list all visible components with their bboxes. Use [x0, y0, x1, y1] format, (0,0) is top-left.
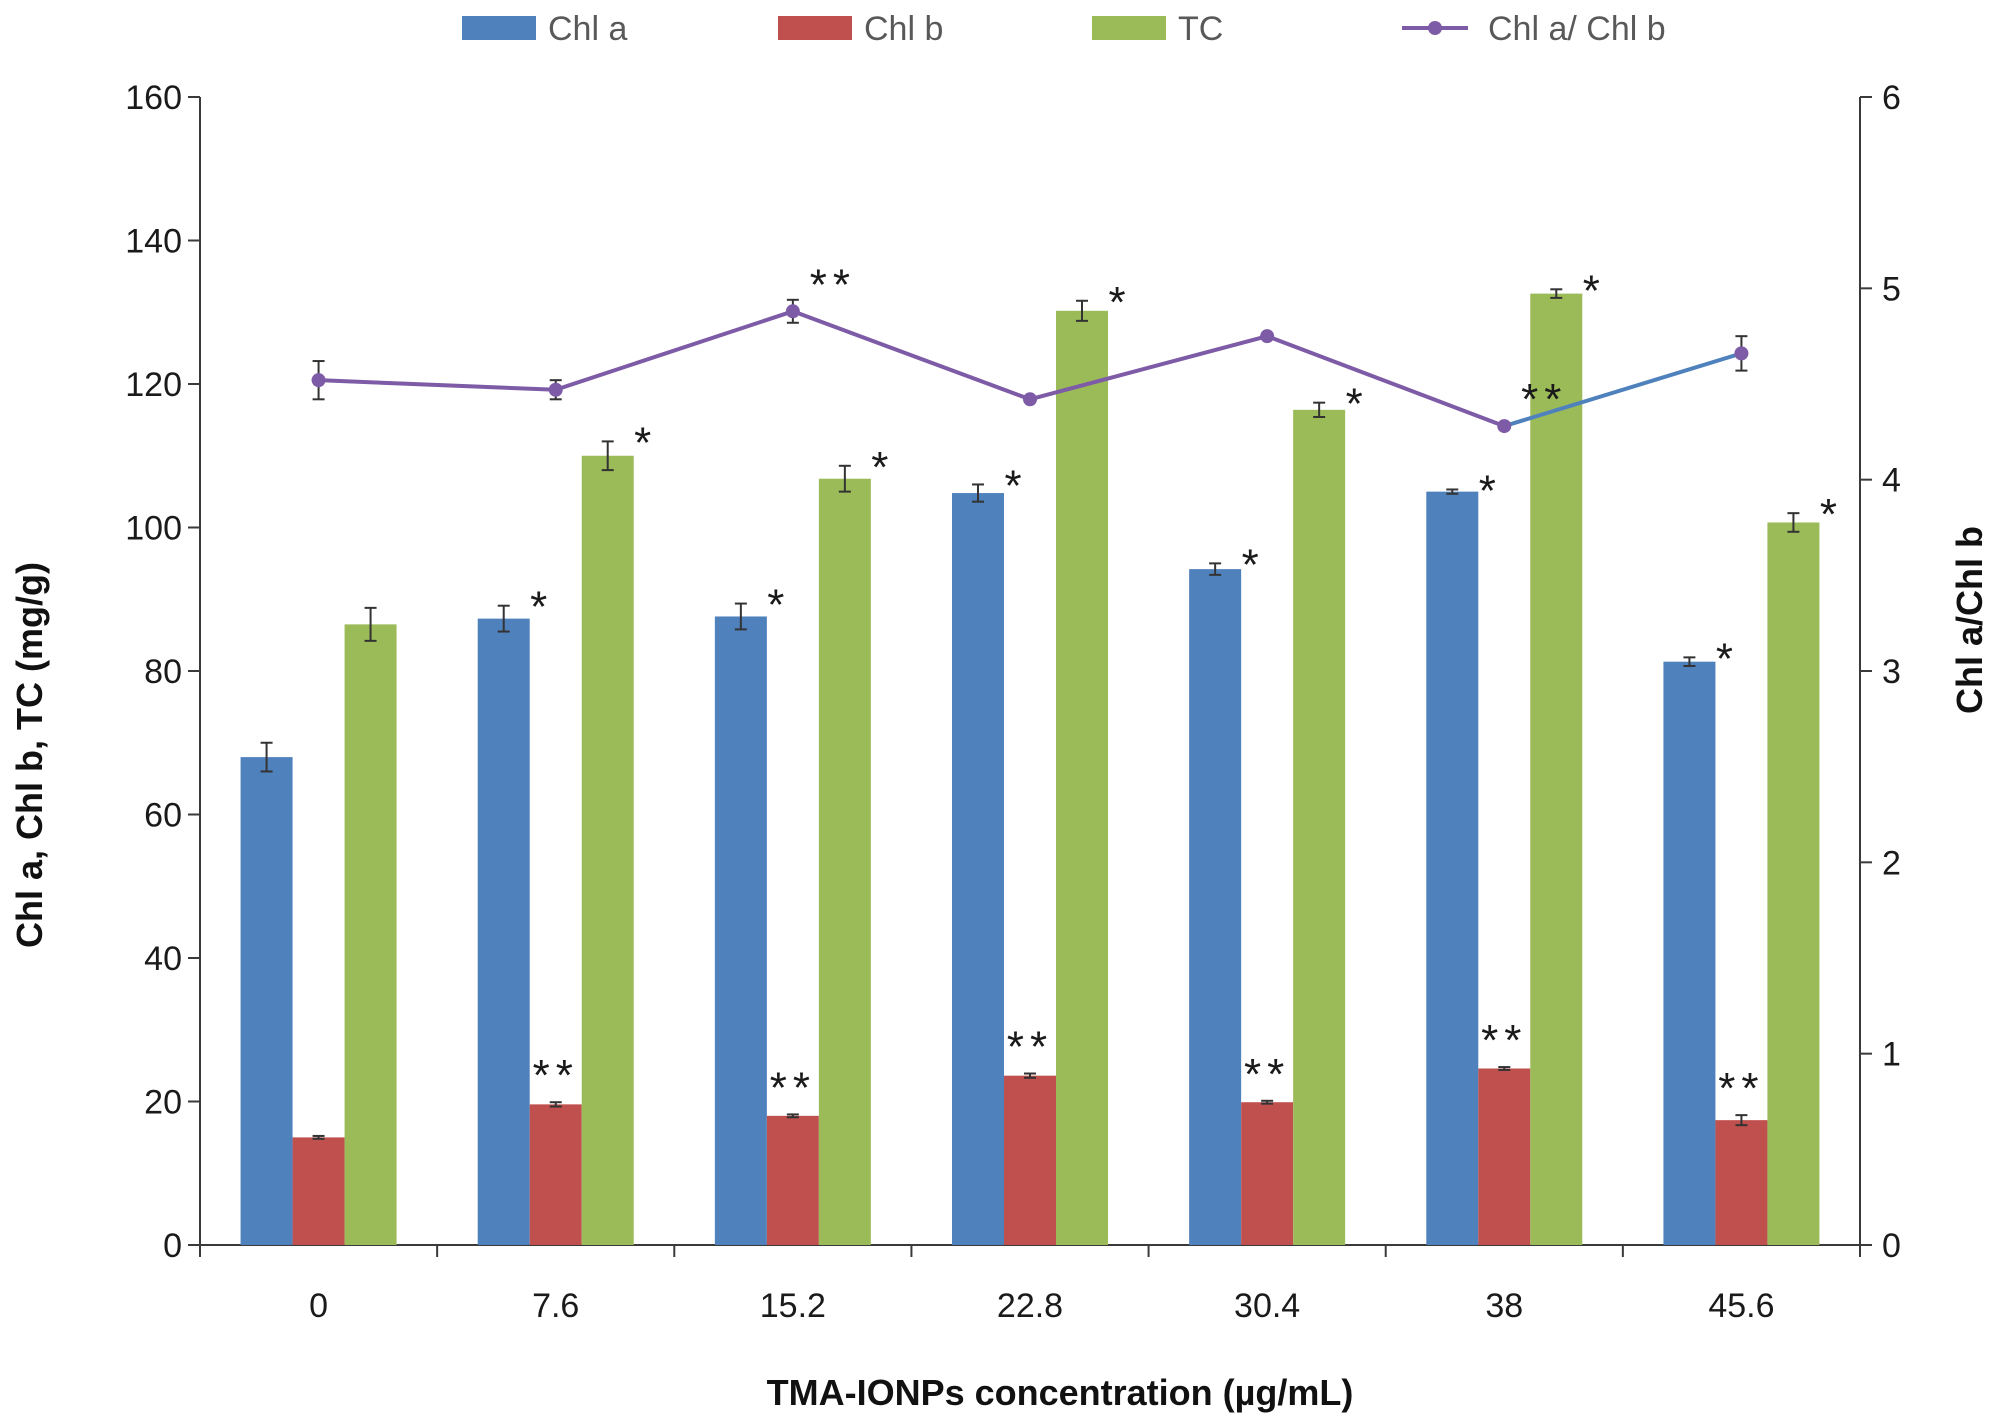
bar — [1293, 409, 1346, 1246]
significance-marker: * — [1108, 278, 1131, 327]
line-point — [1734, 346, 1749, 361]
bar — [766, 1115, 819, 1245]
y2-tick-label: 2 — [1882, 844, 1901, 882]
bar — [1056, 310, 1108, 1245]
y2-tick-label: 1 — [1882, 1036, 1901, 1074]
line-point — [1023, 392, 1037, 407]
bar — [714, 616, 767, 1245]
significance-marker: * — [1004, 461, 1027, 510]
significance-marker: ** — [1244, 1050, 1290, 1099]
significance-markers: * ******* *********** ********* — [530, 260, 1843, 1113]
y-axis-left-title: Chl a, Chl b, TC (mg/g) — [9, 562, 50, 948]
x-tick-label: 15.2 — [760, 1287, 826, 1325]
bar — [1241, 1102, 1294, 1245]
line-segment — [318, 378, 556, 392]
legend-label: Chl a/ Chl b — [1488, 10, 1666, 48]
y-tick-label: 20 — [144, 1084, 182, 1122]
significance-marker: * — [871, 443, 894, 492]
legend-swatch — [462, 16, 536, 40]
bar — [529, 1104, 582, 1245]
significance-marker: ** — [1718, 1064, 1764, 1113]
bar — [1767, 522, 1820, 1245]
x-tick-label: 7.6 — [532, 1287, 579, 1325]
x-tick-label: 38 — [1485, 1287, 1523, 1325]
line-point — [311, 373, 326, 388]
y-tick-label: 0 — [163, 1227, 182, 1265]
significance-marker: * — [1479, 466, 1502, 515]
significance-marker: * — [1346, 380, 1369, 429]
legend-swatch-marker — [1428, 21, 1442, 35]
significance-marker: ** — [810, 260, 856, 309]
y-tick-label: 80 — [144, 653, 182, 691]
significance-marker: * — [530, 583, 553, 632]
y2-tick-label: 5 — [1882, 270, 1901, 308]
significance-marker: ** — [770, 1063, 816, 1112]
bar — [1715, 1120, 1768, 1245]
bar — [581, 455, 634, 1245]
bar — [1663, 661, 1716, 1245]
y-tick-label: 100 — [125, 510, 182, 548]
line-segment — [555, 309, 794, 392]
bars — [240, 288, 1820, 1246]
line-point — [1497, 419, 1512, 434]
y-tick-label: 140 — [125, 223, 182, 261]
line-segment — [792, 309, 1031, 402]
legend-label: Chl a — [548, 10, 627, 48]
bar — [1189, 569, 1242, 1245]
bar — [477, 618, 530, 1245]
x-axis: 0 7.6 15.2 22.8 30.4 38 45.6 — [199, 1244, 1861, 1325]
legend-swatch — [1092, 16, 1166, 40]
line-point — [1260, 329, 1275, 344]
y2-tick-label: 3 — [1882, 653, 1901, 691]
y-axis-right-title: Chl a/Chl b — [1949, 526, 1990, 714]
line-point — [548, 382, 563, 397]
bar — [292, 1137, 345, 1245]
bar — [818, 478, 871, 1246]
significance-marker: * — [1820, 490, 1843, 539]
y-tick-label: 120 — [125, 366, 182, 404]
significance-marker: * — [1716, 634, 1739, 683]
bar — [1478, 1068, 1531, 1245]
bar — [1004, 1075, 1056, 1245]
significance-marker: ** — [533, 1051, 579, 1100]
bar — [240, 757, 293, 1245]
bar — [1530, 293, 1583, 1246]
line-segment — [1029, 334, 1268, 402]
significance-marker: * — [767, 581, 790, 630]
significance-marker: ** — [1007, 1023, 1053, 1072]
ratio-line-series — [311, 298, 1749, 434]
y-tick-label: 60 — [144, 797, 182, 835]
line-segment — [1503, 351, 1743, 429]
legend: Chl a Chl b TC Chl a/ Chl b — [462, 10, 1666, 48]
legend-label: TC — [1178, 10, 1223, 48]
y-tick-label: 160 — [125, 79, 182, 117]
legend-swatch — [778, 16, 852, 40]
y2-tick-label: 0 — [1882, 1227, 1901, 1265]
x-tick-label: 30.4 — [1234, 1287, 1300, 1325]
bar — [1426, 491, 1479, 1245]
x-tick-label: 0 — [309, 1287, 328, 1325]
bar — [952, 493, 1004, 1245]
y-axis-left: 0 20 40 60 80 100 120 140 160 — [125, 79, 201, 1265]
line-point — [785, 304, 800, 319]
significance-marker: * — [1242, 540, 1265, 589]
significance-marker: ** — [1521, 375, 1567, 424]
significance-marker: ** — [1481, 1016, 1527, 1065]
y-tick-label: 40 — [144, 940, 182, 978]
bar — [344, 624, 397, 1245]
significance-marker: * — [1583, 266, 1606, 315]
x-axis-title: TMA-IONPs concentration (µg/mL) — [767, 1372, 1354, 1413]
y2-tick-label: 4 — [1882, 462, 1901, 500]
legend-label: Chl b — [864, 10, 943, 48]
line-segment — [1266, 334, 1505, 428]
significance-marker: * — [634, 418, 657, 467]
x-tick-label: 22.8 — [997, 1287, 1063, 1325]
y2-tick-label: 6 — [1882, 79, 1901, 117]
x-tick-label: 45.6 — [1708, 1287, 1774, 1325]
y-axis-right: 0 1 2 3 4 5 6 — [1859, 79, 1901, 1265]
